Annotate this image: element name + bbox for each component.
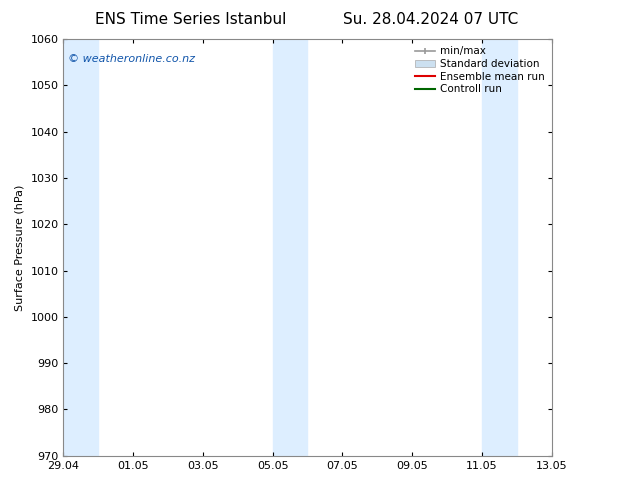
Bar xyxy=(273,39,307,456)
Legend: min/max, Standard deviation, Ensemble mean run, Controll run: min/max, Standard deviation, Ensemble me… xyxy=(413,45,547,97)
Bar xyxy=(63,39,98,456)
Text: Su. 28.04.2024 07 UTC: Su. 28.04.2024 07 UTC xyxy=(344,12,519,27)
Text: ENS Time Series Istanbul: ENS Time Series Istanbul xyxy=(94,12,286,27)
Y-axis label: Surface Pressure (hPa): Surface Pressure (hPa) xyxy=(15,184,25,311)
Bar xyxy=(482,39,517,456)
Text: © weatheronline.co.nz: © weatheronline.co.nz xyxy=(68,54,195,64)
